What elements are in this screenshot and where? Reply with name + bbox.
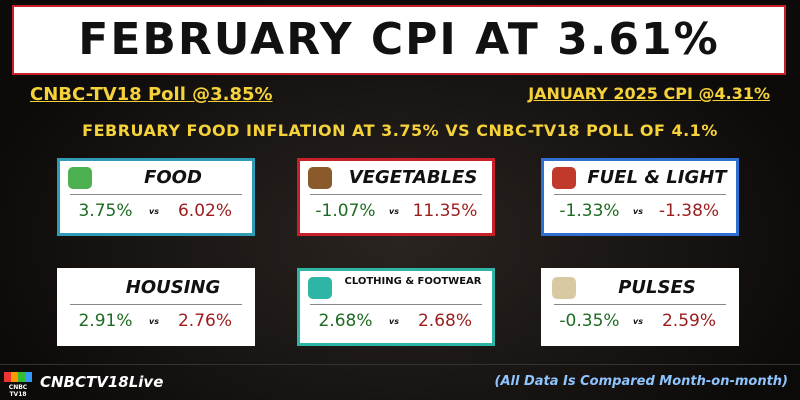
divider [554, 304, 726, 305]
current-value: -1.07% [315, 201, 376, 221]
footer-rule [0, 364, 800, 365]
card: HOUSING 2.91% vs 2.76% [57, 268, 255, 346]
vs-icon: vs [149, 207, 159, 216]
divider [310, 304, 482, 305]
card: FUEL & LIGHT -1.33% vs -1.38% [541, 158, 739, 236]
logo: CNBC TV18 [4, 372, 32, 398]
card: VEGETABLES -1.07% vs 11.35% [297, 158, 495, 236]
handle: CNBCTV18Live [40, 373, 164, 391]
current-value: -0.35% [559, 311, 620, 331]
previous-value: 2.68% [417, 311, 472, 331]
card: CLOTHING & FOOTWEAR 2.68% vs 2.68% [297, 268, 495, 346]
card-label: FUEL & LIGHT [587, 167, 727, 188]
icon [552, 277, 576, 299]
previous-value: 2.59% [661, 311, 716, 331]
card-label: CLOTHING & FOOTWEAR [344, 276, 482, 287]
card-label: VEGETABLES [348, 167, 478, 188]
previous-value: 2.76% [177, 311, 232, 331]
current-value: 2.91% [78, 311, 133, 331]
previous-value: 6.02% [177, 201, 232, 221]
card-label: HOUSING [125, 277, 221, 298]
previous-value: -1.38% [658, 201, 720, 221]
icon [552, 167, 576, 189]
divider [554, 194, 726, 195]
vs-icon: vs [633, 207, 643, 216]
card-label: PULSES [618, 277, 696, 298]
previous-cpi: JANUARY 2025 CPI @4.31% [528, 84, 770, 103]
divider [310, 194, 482, 195]
note: (All Data Is Compared Month-on-month) [494, 374, 788, 389]
card-label: FOOD [144, 167, 202, 188]
title: FEBRUARY CPI AT 3.61% [12, 5, 786, 75]
current-value: -1.33% [559, 201, 620, 221]
card: PULSES -0.35% vs 2.59% [541, 268, 739, 346]
divider [70, 194, 242, 195]
divider [70, 304, 242, 305]
icon [308, 167, 332, 189]
vs-icon: vs [149, 317, 159, 326]
current-value: 2.68% [318, 311, 373, 331]
vs-icon: vs [633, 317, 643, 326]
previous-value: 11.35% [412, 201, 478, 221]
icon [68, 167, 92, 189]
icon [308, 277, 332, 299]
vs-icon: vs [389, 207, 399, 216]
subtitle: FEBRUARY FOOD INFLATION AT 3.75% VS CNBC… [82, 121, 718, 140]
current-value: 3.75% [78, 201, 133, 221]
card: FOOD 3.75% vs 6.02% [57, 158, 255, 236]
poll: CNBC-TV18 Poll @3.85% [30, 84, 273, 105]
vs-icon: vs [389, 317, 399, 326]
